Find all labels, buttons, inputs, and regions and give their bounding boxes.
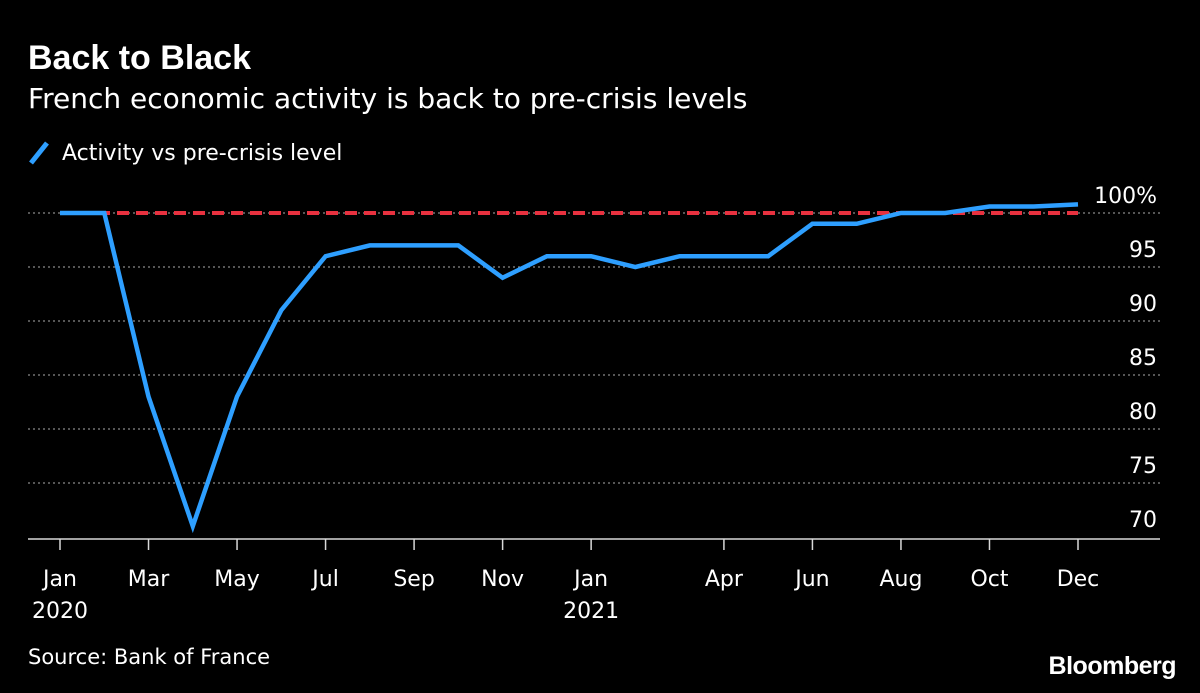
y-tick-label: 100% [1094,184,1157,209]
x-tick-label: May [214,567,259,592]
y-tick-label: 85 [1129,346,1157,371]
x-tick-label: Jul [310,567,339,592]
x-tick-year-label: 2020 [32,599,88,624]
legend-label: Activity vs pre-crisis level [62,140,343,166]
x-tick-label: Jan [41,567,77,592]
x-tick-label: Jan [572,567,608,592]
series-line [60,202,1079,534]
x-tick-year-label: 2021 [563,599,619,624]
x-tick-label: Oct [970,567,1008,592]
x-tick-label: Nov [481,567,524,592]
y-tick-label: 80 [1129,400,1157,425]
x-tick-label: Sep [393,567,434,592]
x-tick-label: Apr [705,567,744,592]
chart-subtitle: French economic activity is back to pre-… [28,82,748,115]
y-tick-label: 75 [1129,454,1157,479]
legend-swatch [29,141,49,165]
chart-title: Back to Black [28,39,251,77]
x-tick-label: Mar [128,567,170,592]
legend: Activity vs pre-crisis level [28,140,342,166]
x-tick-label: Jun [793,567,829,592]
x-tick-label: Dec [1057,567,1100,592]
source-note: Source: Bank of France [28,645,271,669]
x-tick-label: Aug [879,567,922,592]
y-tick-label: 90 [1129,292,1157,317]
bloomberg-logo: Bloomberg [1048,652,1177,680]
y-tick-label: 70 [1129,508,1157,533]
y-tick-label: 95 [1129,238,1157,263]
